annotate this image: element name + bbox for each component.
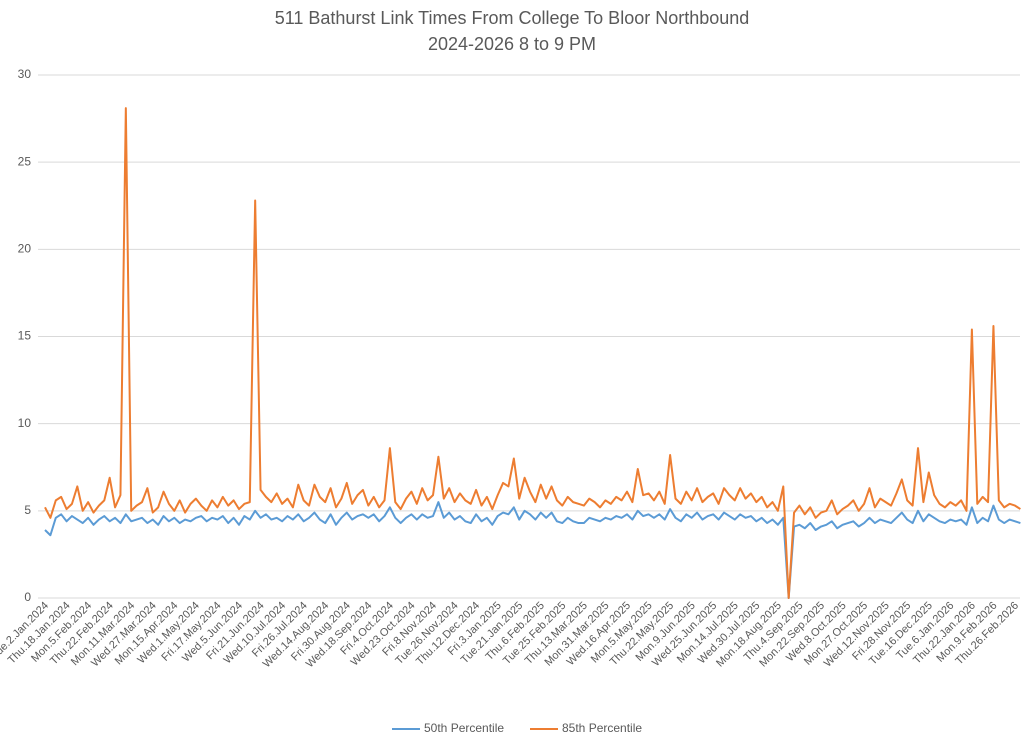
y-tick-label: 30 <box>18 67 32 81</box>
y-tick-label: 0 <box>24 590 31 604</box>
y-tick-label: 25 <box>18 154 32 168</box>
y-tick-label: 5 <box>24 503 31 517</box>
legend-label: 85th Percentile <box>562 721 642 735</box>
legend-label: 50th Percentile <box>424 721 504 735</box>
chart-subtitle: 2024-2026 8 to 9 PM <box>428 34 596 54</box>
chart-title: 511 Bathurst Link Times From College To … <box>275 8 750 28</box>
y-tick-label: 20 <box>18 242 32 256</box>
y-tick-label: 10 <box>18 416 32 430</box>
y-tick-label: 15 <box>18 329 32 343</box>
series-line <box>44 501 1021 599</box>
series-line <box>44 107 1021 599</box>
